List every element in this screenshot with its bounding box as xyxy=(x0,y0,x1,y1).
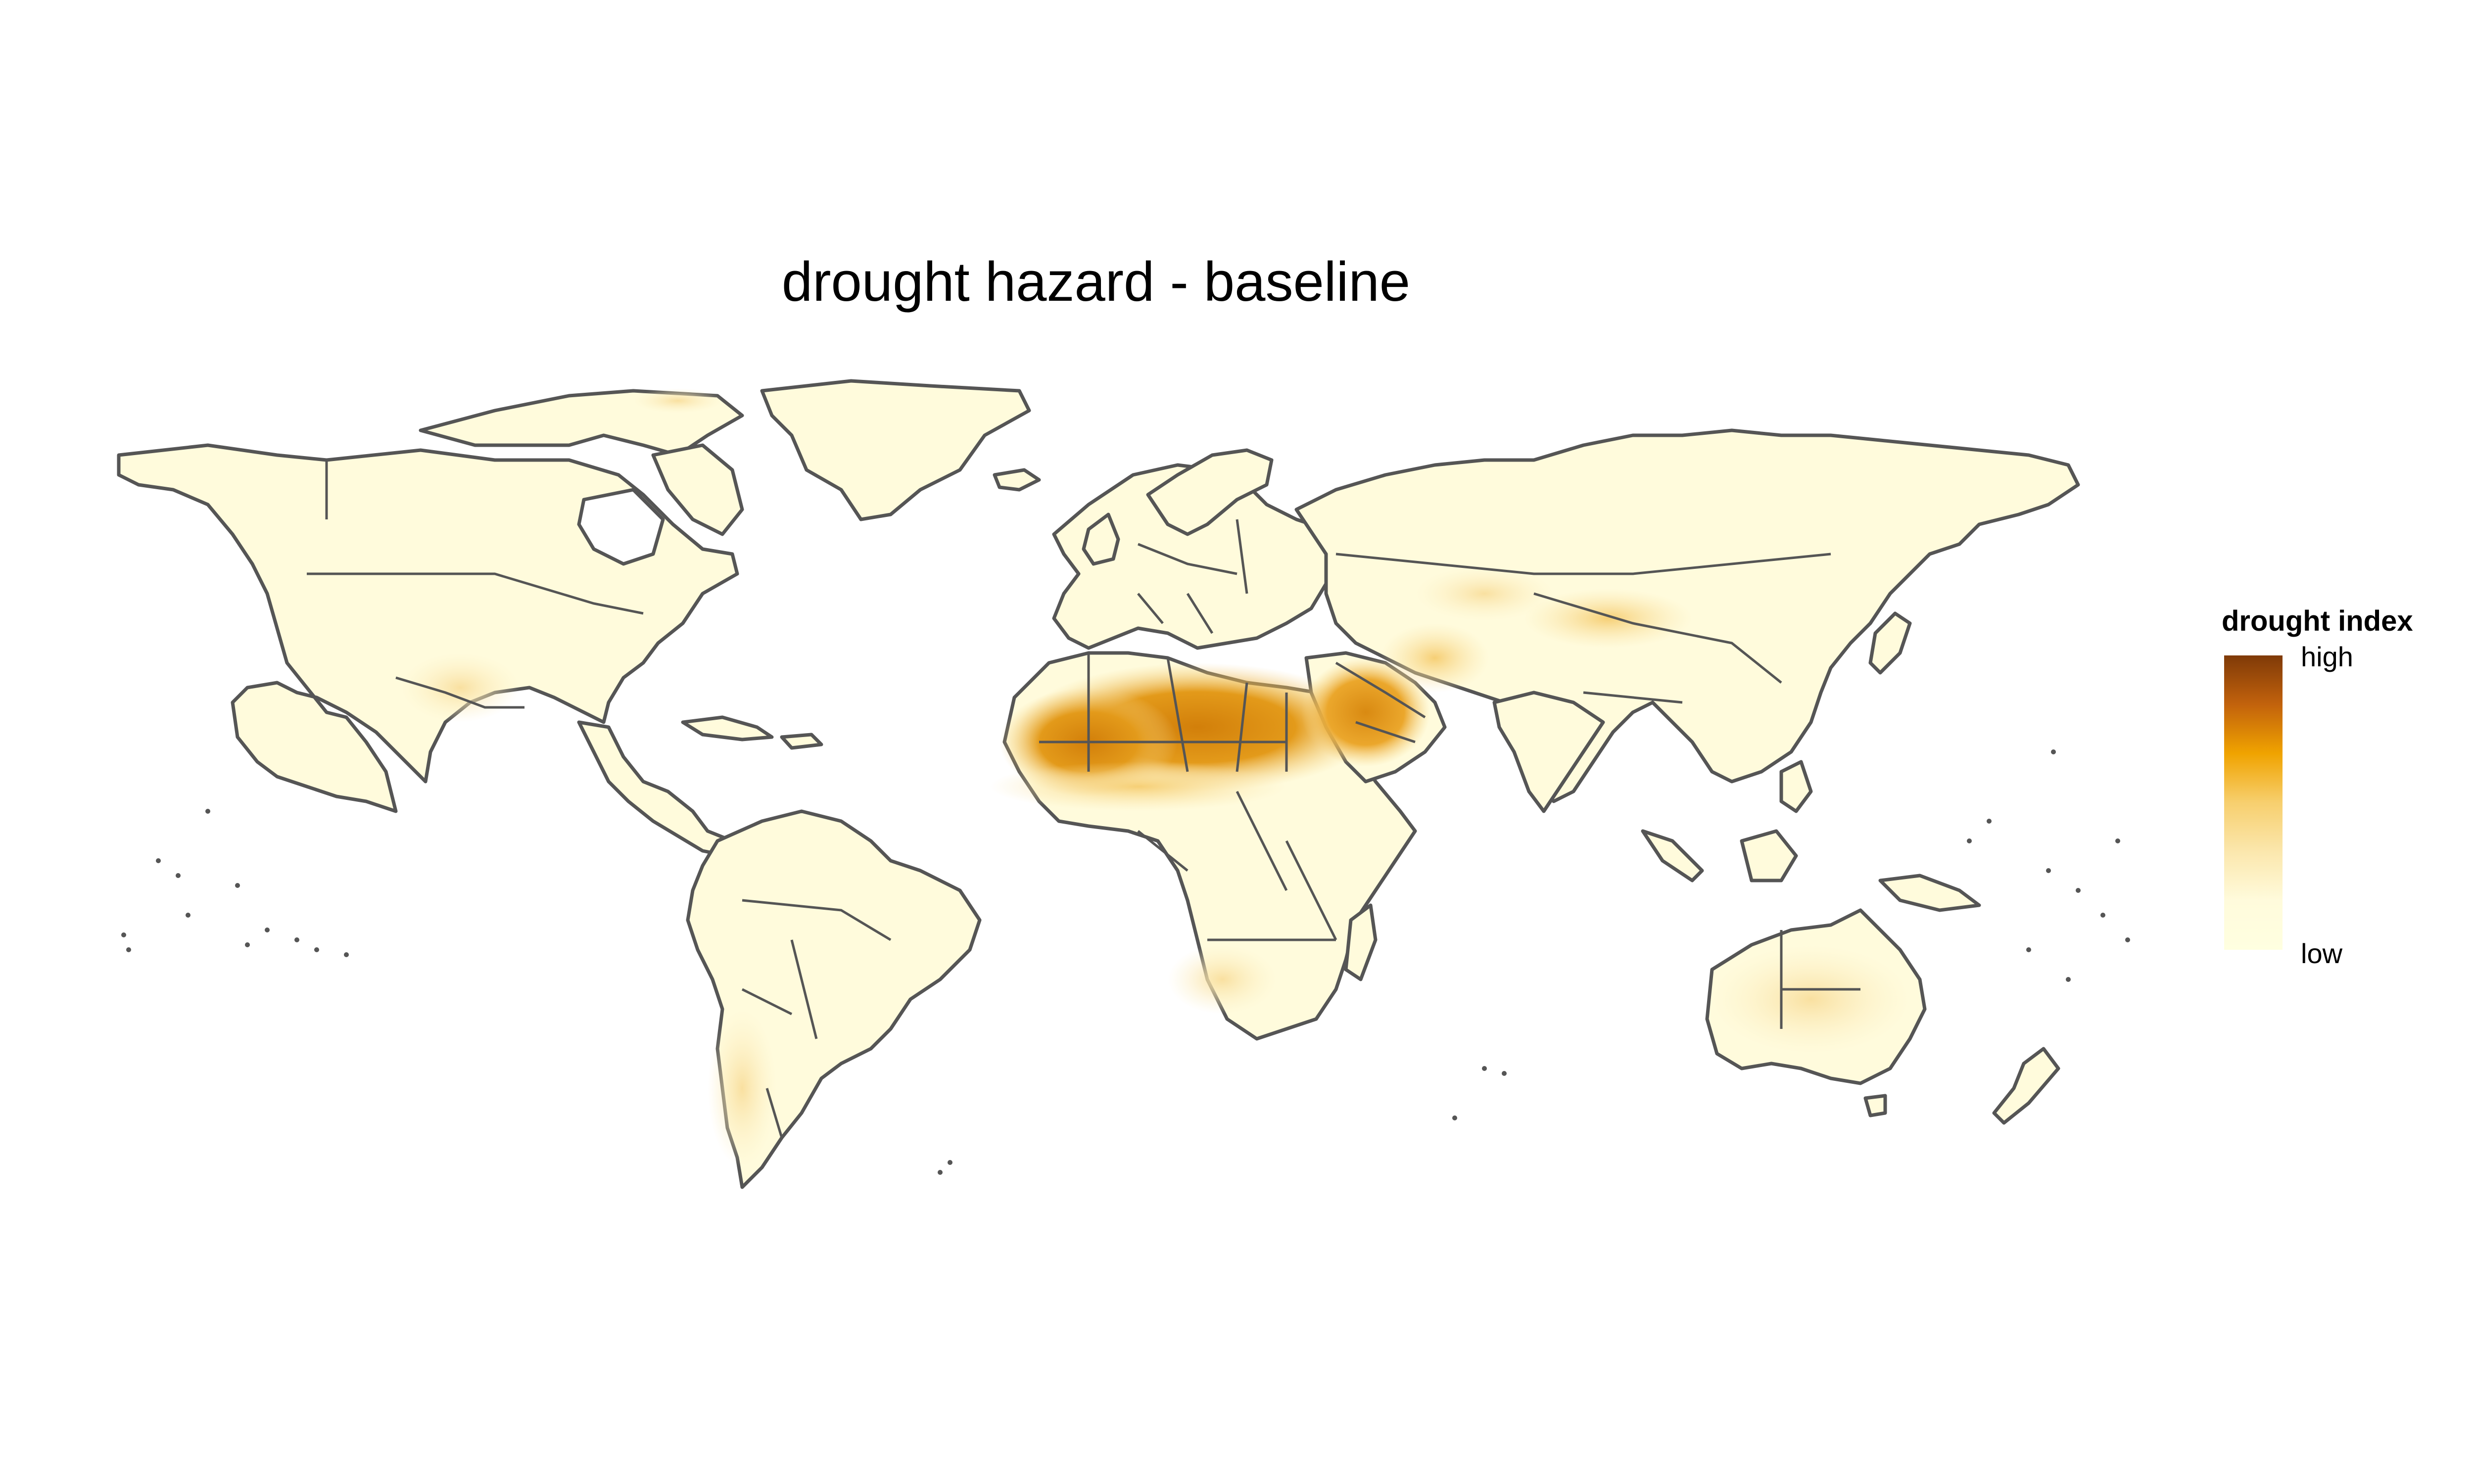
middle-east-borders xyxy=(1335,661,1426,743)
iceland-shape xyxy=(993,468,1041,492)
britain-shape xyxy=(1082,512,1120,566)
arabia-hotspot xyxy=(1301,658,1430,767)
legend-high-label: high xyxy=(2301,641,2353,672)
south-america-borders xyxy=(741,899,892,1138)
central-africa-borders xyxy=(1137,790,1337,941)
hispaniola-shape xyxy=(780,733,823,750)
greenland-shape xyxy=(760,379,1031,521)
australia-borders xyxy=(1780,930,1860,1029)
cuba-shape xyxy=(681,715,774,742)
north-africa-borders xyxy=(1039,653,1288,772)
philippines-shape xyxy=(1779,760,1813,813)
southern-africa-hotspot xyxy=(1168,945,1277,1014)
scandinavia-shape xyxy=(1146,448,1274,536)
europe-borders xyxy=(1137,519,1248,634)
madagascar-shape xyxy=(1344,903,1378,981)
japan-shape xyxy=(1868,611,1912,675)
russia-border xyxy=(1335,553,1831,575)
tasmania-shape xyxy=(1863,1094,1887,1117)
central-asia-hotspot xyxy=(1415,566,1554,621)
australia-hotspot xyxy=(1712,945,1910,1054)
legend-color-bar xyxy=(2224,655,2283,950)
india-shape xyxy=(1492,691,1605,813)
north-mexico-hotspot xyxy=(401,653,520,722)
sahel-band xyxy=(990,762,1286,811)
small-islands xyxy=(121,749,2130,1175)
north-america-shape xyxy=(117,443,739,813)
central-america-shape xyxy=(577,720,734,858)
china-borders xyxy=(1533,592,1782,704)
new-zealand-shape xyxy=(1992,1047,2060,1125)
hudson-bay-water xyxy=(577,488,665,566)
us-mexico-border xyxy=(395,676,524,709)
patagonia-hotspot xyxy=(708,1009,777,1167)
greenland-coast-hotspot xyxy=(633,388,722,413)
iran-hotspot xyxy=(1380,623,1489,693)
sumatra-shape xyxy=(1641,829,1704,882)
country-borders xyxy=(307,460,1860,1138)
borneo-shape xyxy=(1740,829,1798,882)
baffin-island-shape xyxy=(651,443,744,536)
legend-low-label: low xyxy=(2301,938,2343,969)
new-guinea-shape xyxy=(1878,874,1981,912)
map-title: drought hazard - baseline xyxy=(781,251,1411,313)
us-canada-border xyxy=(307,572,644,615)
legend-title: drought index xyxy=(2222,605,2413,637)
